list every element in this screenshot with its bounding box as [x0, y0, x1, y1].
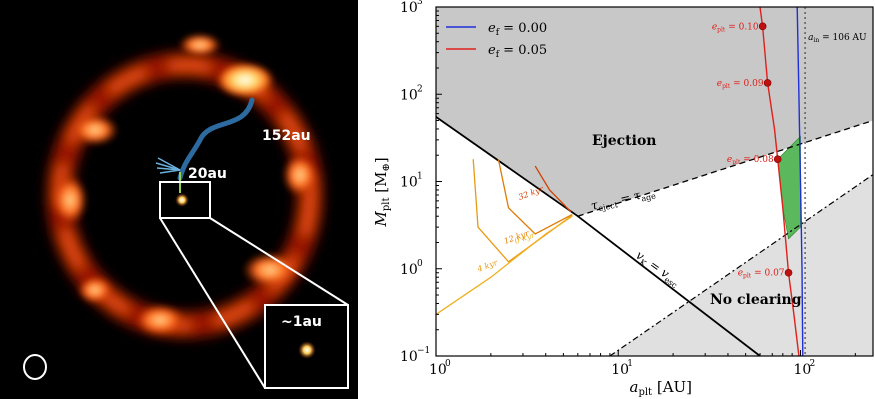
series-line-0: [796, 7, 804, 356]
inset-source: [298, 341, 316, 359]
x-tick-exp-0: 0: [445, 359, 451, 369]
time-contour-0: [534, 165, 572, 213]
time-contour-1: [497, 159, 573, 235]
vk-label: vK = vesc: [632, 248, 683, 290]
tau-label: τeject = τage: [590, 185, 657, 215]
ecc-label-3: eplt = 0.07: [738, 269, 785, 280]
a-in-label: ain = 106 AU: [808, 33, 867, 44]
time-contour-3: [436, 215, 573, 315]
ejection-region: [436, 7, 873, 217]
y-tick-label-0: 10: [400, 349, 418, 365]
disk-image-panel: 152au 20au ~1au: [0, 0, 358, 399]
ecc-marker-0: [758, 22, 767, 31]
y-tick-label-2: 10: [400, 175, 418, 191]
tau-line: [577, 119, 873, 217]
time-contour-label-2: 4 kyr: [475, 258, 500, 274]
orbit-track: [177, 97, 255, 181]
no-clearing-label: No clearing: [710, 292, 802, 308]
ecc-marker-1: [763, 79, 772, 87]
vk-vesc-line: [436, 116, 761, 356]
x-tick-exp-2: 2: [809, 359, 815, 369]
zoom-line-left: [159, 217, 266, 389]
y-tick-exp-0: −1: [417, 346, 430, 356]
no-clearing-line: [609, 174, 873, 356]
zoom-line-right: [209, 217, 349, 306]
ejection-label: Ejection: [592, 133, 656, 149]
label-152au: 152au: [262, 128, 311, 144]
ecc-marker-3: [784, 268, 793, 277]
ecc-marker-2: [773, 155, 782, 164]
x-axis-label: aplt [AU]: [630, 378, 693, 398]
central-source: [175, 193, 189, 207]
y-tick-label-1: 10: [400, 262, 418, 278]
y-axis-label: Mplt [M⊕]: [372, 157, 392, 227]
y-tick-exp-4: 3: [417, 0, 423, 7]
y-tick-label-3: 10: [400, 87, 418, 103]
y-tick-label-4: 10: [400, 0, 418, 16]
label-inset-1au: ~1au: [281, 314, 322, 330]
y-tick-exp-2: 1: [417, 172, 423, 182]
legend-label-0: ef = 0.00: [488, 21, 547, 38]
ecc-label-2: eplt = 0.08: [727, 155, 774, 166]
legend-label-1: ef = 0.05: [488, 43, 547, 60]
ecc-label-1: eplt = 0.09: [717, 79, 764, 90]
x-tick-exp-1: 1: [627, 359, 633, 369]
x-tick-label-0: 10: [429, 362, 447, 378]
x-tick-label-2: 10: [793, 362, 811, 378]
beam-ellipse: [23, 354, 47, 380]
label-20au: 20au: [188, 166, 227, 182]
time-contour-label-0: 32 kyr: [517, 184, 546, 202]
zoom-box: [159, 181, 211, 219]
y-tick-exp-3: 2: [417, 84, 423, 94]
y-tick-exp-1: 0: [417, 259, 423, 269]
ring-clumps: [52, 33, 318, 336]
x-tick-label-1: 10: [611, 362, 629, 378]
track-fan: [155, 157, 181, 174]
ecc-label-0: eplt = 0.10: [712, 22, 759, 33]
